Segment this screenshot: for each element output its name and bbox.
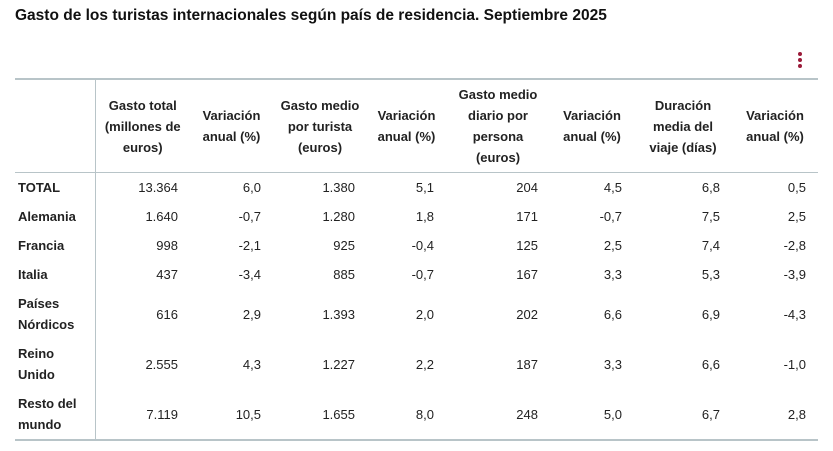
row-label: Reino Unido — [15, 339, 96, 389]
table-cell: 998 — [156, 238, 178, 253]
table-cell: -0,4 — [411, 238, 434, 253]
table-cell: -2,8 — [783, 238, 806, 253]
table-cell: 7,4 — [701, 238, 720, 253]
table-cell: 10,5 — [190, 389, 273, 441]
table-cell: -3,9 — [783, 267, 806, 282]
table-row: Reino Unido 2.555 4,3 1.227 2,2 187 3,3 6,6 -1,0 — [15, 339, 818, 389]
table-cell: 0,5 — [787, 180, 806, 195]
table-cell: 3,3 — [603, 267, 622, 282]
table-cell: 1,8 — [415, 209, 434, 224]
table-cell: 7,5 — [701, 209, 720, 224]
table-cell: -0,7 — [599, 209, 622, 224]
table-cell: 2,2 — [415, 356, 434, 372]
column-header: Duración media del viaje (días) — [634, 78, 732, 173]
table-cell: 3,3 — [603, 356, 622, 372]
table-cell: 5,3 — [701, 267, 720, 282]
column-header: Variación anual (%) — [367, 78, 446, 173]
table-cell: 13.364 — [138, 180, 178, 195]
column-header: Gasto medio por turista (euros) — [273, 78, 367, 173]
vertical-ellipsis-icon[interactable] — [794, 52, 806, 70]
table-cell: 8,0 — [367, 389, 446, 441]
table-row: TOTAL 13.364 6,0 1.380 5,1 204 4,5 6,8 0,5 — [15, 172, 818, 202]
table-cell: 4,3 — [242, 356, 261, 372]
table-cell: -0,7 — [411, 267, 434, 282]
table-row: Resto del mundo 7.119 10,5 1.655 8,0 248 5,0 6,… — [15, 389, 818, 441]
table-cell: 2,9 — [242, 306, 261, 322]
table-cell: 1.227 — [322, 356, 355, 372]
table-cell: 4,5 — [603, 180, 622, 195]
table-cell: 616 — [156, 306, 178, 322]
row-label: Francia — [15, 231, 96, 260]
table-cell: 6,6 — [603, 306, 622, 322]
column-header: Variación anual (%) — [732, 78, 818, 173]
table-cell: 1.280 — [322, 209, 355, 224]
table-cell: 2,5 — [603, 238, 622, 253]
table-cell: 6,9 — [701, 306, 720, 322]
table-cell: -3,4 — [238, 267, 261, 282]
table-row: Alemania 1.640 -0,7 1.280 1,8 171 -0,7 7,5 2,5 — [15, 202, 818, 231]
table-cell: 167 — [516, 267, 538, 282]
table-cell: 7.119 — [95, 389, 190, 441]
table-cell: 925 — [333, 238, 355, 253]
table-cell: 248 — [446, 389, 550, 441]
table-cell: 187 — [516, 356, 538, 372]
row-label: Alemania — [15, 202, 96, 231]
column-header: Variación anual (%) — [550, 78, 634, 173]
row-label: Países Nórdicos — [15, 289, 96, 339]
table-cell: 885 — [333, 267, 355, 282]
table-cell: 1.380 — [322, 180, 355, 195]
header-row: Gasto total (millones de euros) Variación… — [15, 78, 818, 173]
table-cell: -4,3 — [783, 306, 806, 322]
table-cell: 6,8 — [701, 180, 720, 195]
table-cell: -2,1 — [238, 238, 261, 253]
table-cell: 437 — [156, 267, 178, 282]
table-row: Francia 998 -2,1 925 -0,4 125 2,5 7,4 -2,8 — [15, 231, 818, 260]
table-cell: 1.655 — [273, 389, 367, 441]
table-row: Países Nórdicos 616 2,9 1.393 2,0 202 6,6 6,9 -4… — [15, 289, 818, 339]
table-cell: 5,0 — [550, 389, 634, 441]
table-cell: 6,7 — [634, 389, 732, 441]
column-header: Variación anual (%) — [190, 78, 273, 173]
table-cell: 202 — [516, 306, 538, 322]
table-cell: 1.393 — [322, 306, 355, 322]
table-cell: 2.555 — [145, 356, 178, 372]
table-cell: 125 — [516, 238, 538, 253]
column-header: Gasto medio diario por persona (euros) — [446, 78, 550, 173]
table-cell: 2,0 — [415, 306, 434, 322]
data-table: Gasto total (millones de euros) Variación… — [15, 78, 818, 441]
table-cell: 6,0 — [242, 180, 261, 195]
table-cell: 5,1 — [415, 180, 434, 195]
table-cell: -0,7 — [238, 209, 261, 224]
column-header: Gasto total (millones de euros) — [95, 78, 190, 173]
table-cell: 1.640 — [145, 209, 178, 224]
row-label: Resto del mundo — [15, 389, 96, 441]
table-cell: 2,8 — [732, 389, 818, 441]
table-title: Gasto de los turistas internacionales se… — [15, 7, 607, 24]
table-cell: -1,0 — [783, 356, 806, 372]
header-corner — [15, 78, 96, 173]
table-cell: 171 — [516, 209, 538, 224]
table-cell: 2,5 — [787, 209, 806, 224]
table-cell: 6,6 — [701, 356, 720, 372]
table-row: Italia 437 -3,4 885 -0,7 167 3,3 5,3 -3,9 — [15, 260, 818, 289]
row-label: TOTAL — [15, 172, 96, 202]
row-label: Italia — [15, 260, 96, 289]
table-cell: 204 — [516, 180, 538, 195]
